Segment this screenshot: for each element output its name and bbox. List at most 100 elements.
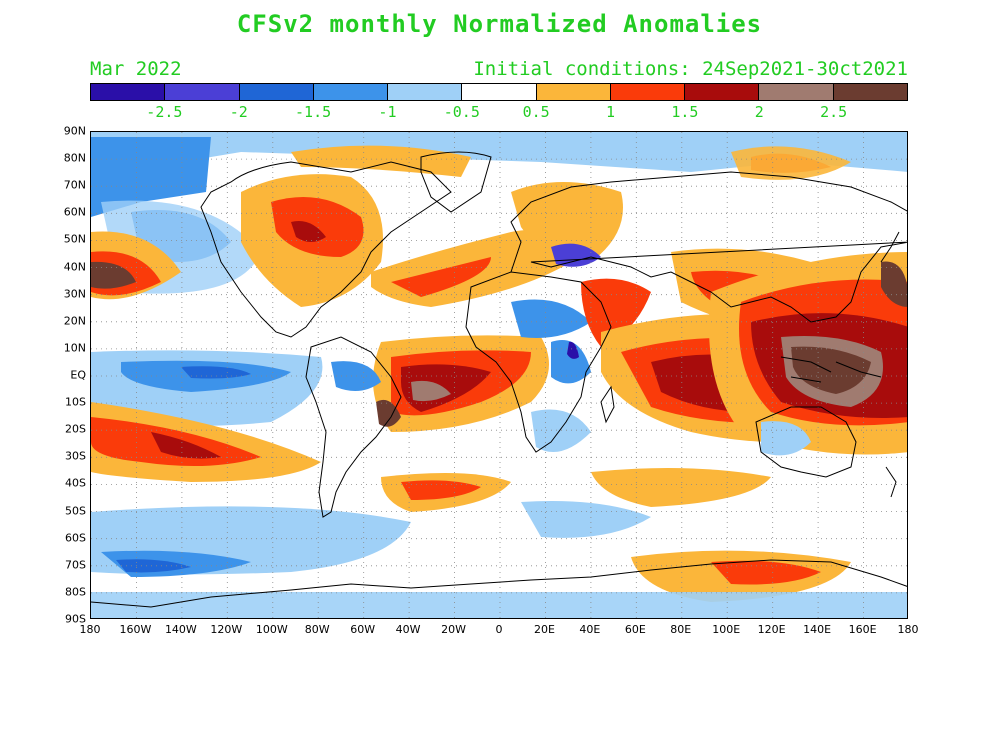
latitude-label: 30S <box>65 449 86 463</box>
field-south-africa-blue <box>531 409 591 452</box>
field-southern-indian-orange <box>591 468 771 507</box>
field-black-sea-blue <box>551 243 601 267</box>
latitude-label: 20N <box>63 314 86 328</box>
longitude-label: 160E <box>848 623 877 636</box>
latitude-label: 20S <box>65 422 86 436</box>
anomaly-fields <box>91 132 907 618</box>
colorbar-label: 2 <box>754 103 764 121</box>
latitude-label: 60S <box>65 531 86 545</box>
longitude-label: 20W <box>441 623 466 636</box>
colorbar-swatch <box>239 84 314 100</box>
colorbar-label: -1.5 <box>295 103 332 121</box>
longitude-label: 80W <box>304 623 330 636</box>
longitude-label: 80E <box>670 623 692 636</box>
longitude-label: 120W <box>210 623 243 636</box>
field-npac-brown <box>91 261 136 289</box>
field-spac-darkred <box>151 432 221 459</box>
field-maritime-darkbrown <box>791 346 871 394</box>
colorbar-label: -2.5 <box>146 103 183 121</box>
field-brazil-brown <box>376 399 401 427</box>
field-antarctic-red <box>711 560 821 585</box>
longitude-label: 20E <box>533 623 555 636</box>
colorbar-swatch <box>833 84 907 100</box>
colorbar-label: 1 <box>606 103 616 121</box>
latitude-label: 40S <box>65 476 86 490</box>
colorbar-label: -2 <box>229 103 248 121</box>
field-arctic-blue <box>91 132 907 192</box>
longitude-label: 100W <box>255 623 288 636</box>
longitude-label: 140W <box>164 623 197 636</box>
coastlines <box>91 151 907 608</box>
coast-south-america <box>305 336 402 518</box>
field-south-blue <box>91 592 907 618</box>
map-canvas <box>91 132 907 618</box>
latitude-label: 10N <box>63 341 86 355</box>
coast-australia <box>755 406 857 478</box>
field-horn-africa-red <box>581 278 651 347</box>
coast-north-america <box>200 161 452 338</box>
latitude-label: 80S <box>65 585 86 599</box>
colorbar-swatch <box>685 84 760 100</box>
field-europe-orange <box>511 182 623 262</box>
field-nw-pacific-blue <box>91 137 211 217</box>
field-siberia-orange <box>731 146 851 180</box>
map-title: CFSv2 monthly Normalized Anomalies <box>236 10 763 38</box>
latitude-label: 70S <box>65 558 86 572</box>
field-lake-victoria-blue <box>567 341 579 359</box>
colorbar-swatch <box>165 84 240 100</box>
field-canada-red <box>271 197 364 257</box>
latitude-label: 50S <box>65 504 86 518</box>
colorbar-label: -1 <box>378 103 397 121</box>
colorbar-swatch <box>313 84 389 100</box>
coast-africa <box>465 271 612 453</box>
colorbar-swatch <box>91 84 166 100</box>
latitude-label: 70N <box>63 178 86 192</box>
field-sahel-blue <box>511 299 591 338</box>
coast-eurasia <box>510 171 907 323</box>
longitude-label: 40E <box>579 623 601 636</box>
colorbar-swatch <box>462 84 537 100</box>
field-south-atlantic-red <box>401 480 481 500</box>
colorbar <box>90 83 908 101</box>
field-arctic-orange <box>291 145 471 177</box>
field-wedell-blue <box>521 501 651 538</box>
coast-greenland <box>420 151 492 213</box>
field-eq-pacific-darkblue <box>181 366 251 379</box>
longitude-label: 120E <box>757 623 786 636</box>
longitude-label: 0 <box>495 623 503 636</box>
longitude-label: 100E <box>712 623 741 636</box>
longitude-label: 140E <box>803 623 832 636</box>
anomaly-map <box>90 131 908 619</box>
latitude-label: 50N <box>63 232 86 246</box>
latitude-label: 30N <box>63 287 86 301</box>
field-nw-pacific-brown <box>881 261 907 307</box>
coast-japan <box>880 231 900 263</box>
colorbar-label: 1.5 <box>671 103 699 121</box>
latitude-label: 40N <box>63 260 86 274</box>
longitude-label: 60E <box>624 623 646 636</box>
latitude-label: 10S <box>65 395 86 409</box>
colorbar-swatch <box>759 84 834 100</box>
colorbar-swatch <box>388 84 463 100</box>
field-ross-sea-darkblue <box>116 559 191 573</box>
latitude-label: 90S <box>65 612 86 626</box>
coast-antarctica <box>91 559 907 608</box>
field-australia-blue <box>761 421 811 456</box>
colorbar-label: 2.5 <box>820 103 848 121</box>
coast-newzealand <box>885 466 897 498</box>
longitude-label: 60W <box>350 623 376 636</box>
longitude-label: 180 <box>897 623 919 636</box>
coast-madagascar <box>600 385 615 424</box>
colorbar-label: -0.5 <box>443 103 480 121</box>
longitude-label: 160W <box>119 623 152 636</box>
colorbar-swatch <box>536 84 611 100</box>
colorbar-swatch <box>610 84 686 100</box>
latitude-label: 80N <box>63 151 86 165</box>
forecast-month: Mar 2022 <box>90 58 182 80</box>
latitude-label: 90N <box>63 124 86 138</box>
longitude-label: 40W <box>395 623 421 636</box>
longitude-label: 180 <box>79 623 101 636</box>
initial-conditions: Initial conditions: 24Sep2021-30ct2021 <box>473 58 908 80</box>
field-atlantic-red <box>391 257 491 297</box>
field-east-africa-blue <box>551 340 591 384</box>
